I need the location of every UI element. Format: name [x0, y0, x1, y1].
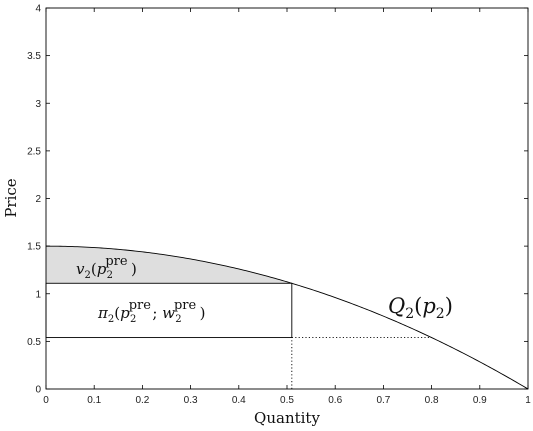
y-tick-label: 3.5 — [27, 51, 41, 62]
series-line — [46, 245, 529, 390]
y-axis-label: Price — [2, 178, 20, 217]
y-tick-label: 1.5 — [27, 242, 41, 253]
x-tick-label: 0.7 — [376, 395, 390, 406]
y-tick-label: 2.5 — [27, 146, 41, 157]
shaded-label: v2(ppre 2) — [76, 254, 137, 281]
x-tick-label: 0.2 — [135, 395, 149, 406]
plot-background — [46, 8, 528, 389]
x-tick-label: 0.3 — [184, 395, 198, 406]
x-tick-label: 0.8 — [425, 395, 439, 406]
rect-label: π2(ppre 2; wpre 2) — [97, 298, 205, 325]
x-tick-label: 0.5 — [280, 395, 294, 406]
axis-ticks: 0 0.1 0.2 0.3 0.4 0.5 0.6 0.7 0.8 0.9 1 0 0.5 1 1.5 2 2.… — [27, 4, 531, 407]
y-tick-label: 1 — [35, 289, 41, 300]
y-tick-label: 0 — [35, 385, 41, 396]
x-tick-label: 0 — [43, 395, 49, 406]
shaded-region — [46, 246, 292, 284]
x-tick-label: 0.9 — [473, 395, 487, 406]
x-tick-label: 0.6 — [328, 395, 342, 406]
x-tick-label: 1 — [525, 395, 531, 406]
y-tick-label: 3 — [35, 99, 41, 110]
x-tick-label: 0.4 — [232, 395, 246, 406]
y-tick-label: 2 — [35, 194, 41, 205]
x-tick-label: 0.1 — [87, 395, 101, 406]
curve-label: Q2(p2) — [388, 294, 453, 322]
y-tick-label: 0.5 — [27, 337, 41, 348]
x-axis-label: Quantity — [254, 409, 320, 427]
dotted-guides — [291, 337, 432, 389]
y-tick-label: 4 — [35, 4, 41, 15]
